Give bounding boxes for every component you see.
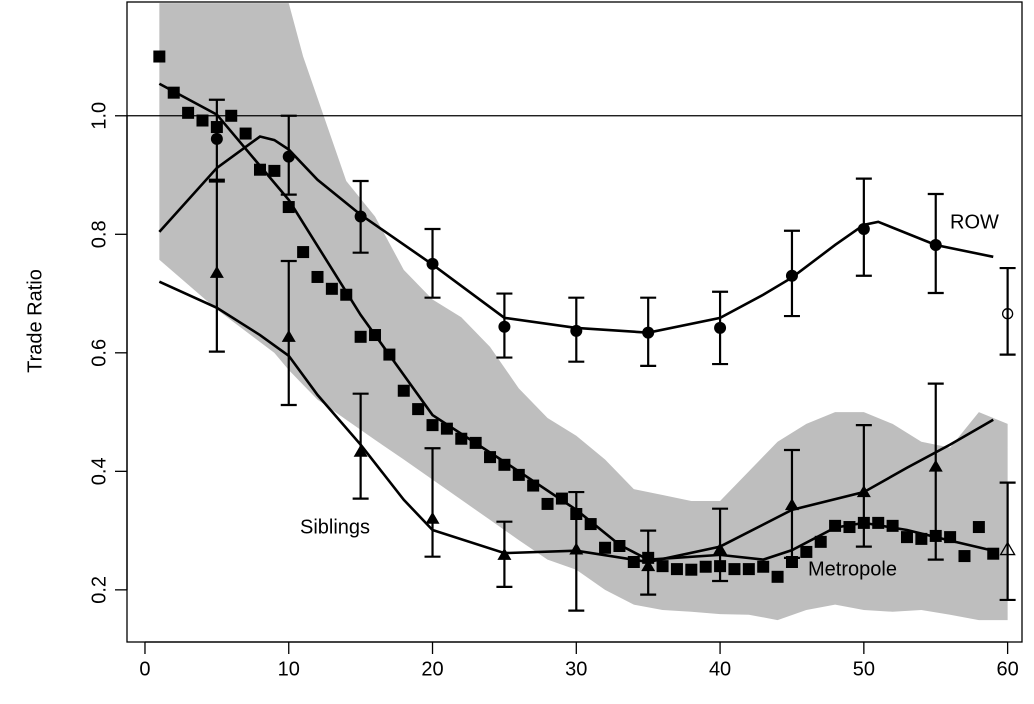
point	[742, 563, 755, 576]
point	[785, 556, 798, 568]
point	[928, 459, 943, 472]
point	[958, 550, 971, 563]
point	[713, 542, 728, 555]
y-axis-label: Trade Ratio	[24, 269, 46, 373]
y-tick-label: 1.0	[88, 102, 110, 130]
point	[527, 479, 540, 492]
x-tick-label: 0	[139, 658, 150, 680]
point	[484, 451, 497, 464]
point	[253, 163, 266, 176]
point	[843, 521, 856, 534]
point	[900, 531, 913, 544]
point	[383, 348, 396, 361]
point	[785, 269, 798, 282]
point	[599, 541, 612, 554]
y-tick-label: 0.4	[88, 457, 110, 485]
point	[282, 150, 295, 163]
x-tick-label: 60	[996, 658, 1018, 680]
point	[915, 532, 928, 545]
point	[412, 403, 425, 416]
point	[757, 560, 770, 573]
point	[426, 419, 439, 432]
point	[340, 288, 353, 301]
point	[771, 570, 784, 583]
point	[685, 563, 698, 576]
x-tick-label: 20	[421, 658, 443, 680]
point	[555, 492, 568, 505]
y-tick-label: 0.2	[88, 576, 110, 604]
point	[670, 563, 683, 576]
point	[225, 109, 238, 122]
point	[872, 516, 885, 529]
point	[426, 257, 439, 270]
point	[353, 444, 368, 457]
point	[929, 238, 942, 251]
point	[281, 329, 296, 342]
point	[209, 265, 224, 278]
point	[714, 321, 727, 334]
point	[886, 519, 899, 532]
point	[282, 201, 295, 214]
point	[210, 132, 223, 145]
point	[167, 86, 180, 99]
point	[210, 121, 223, 134]
point	[613, 540, 626, 552]
point	[297, 246, 310, 259]
point	[498, 458, 511, 471]
point	[728, 563, 741, 576]
point	[800, 545, 813, 558]
point	[814, 535, 827, 548]
point	[944, 531, 957, 544]
point	[354, 210, 367, 223]
series-label: Siblings	[300, 516, 370, 538]
point	[699, 560, 712, 573]
x-tick-label: 30	[565, 658, 587, 680]
point	[268, 164, 281, 177]
point	[569, 542, 584, 555]
point	[641, 559, 656, 572]
y-tick-label: 0.6	[88, 339, 110, 367]
point	[369, 329, 382, 342]
point	[656, 560, 669, 573]
point	[425, 511, 440, 524]
series-label: Metropole	[808, 558, 897, 580]
point	[856, 485, 871, 498]
point	[325, 282, 338, 295]
point	[455, 432, 468, 445]
x-tick-label: 40	[709, 658, 731, 680]
point	[497, 547, 512, 560]
point	[784, 498, 799, 511]
point	[311, 270, 324, 283]
point	[972, 521, 985, 534]
point	[498, 320, 511, 333]
plot-area	[127, 3, 1022, 621]
point	[1001, 308, 1014, 320]
x-tick-label: 50	[853, 658, 875, 680]
point	[469, 436, 482, 449]
point	[829, 519, 842, 532]
y-tick-label: 0.8	[88, 220, 110, 248]
point	[999, 541, 1016, 556]
point	[196, 114, 209, 127]
point	[397, 384, 410, 397]
point	[584, 518, 597, 531]
point	[857, 222, 870, 235]
point	[512, 468, 525, 481]
point	[440, 422, 453, 435]
x-tick-label: 10	[278, 658, 300, 680]
point	[239, 127, 252, 140]
point	[153, 50, 166, 63]
point	[182, 106, 195, 119]
confidence-band	[159, 3, 1008, 621]
series-label: ROW	[950, 211, 999, 233]
point	[570, 324, 583, 337]
point	[642, 326, 655, 339]
point	[987, 547, 1000, 560]
point	[541, 497, 554, 510]
point	[354, 330, 367, 343]
